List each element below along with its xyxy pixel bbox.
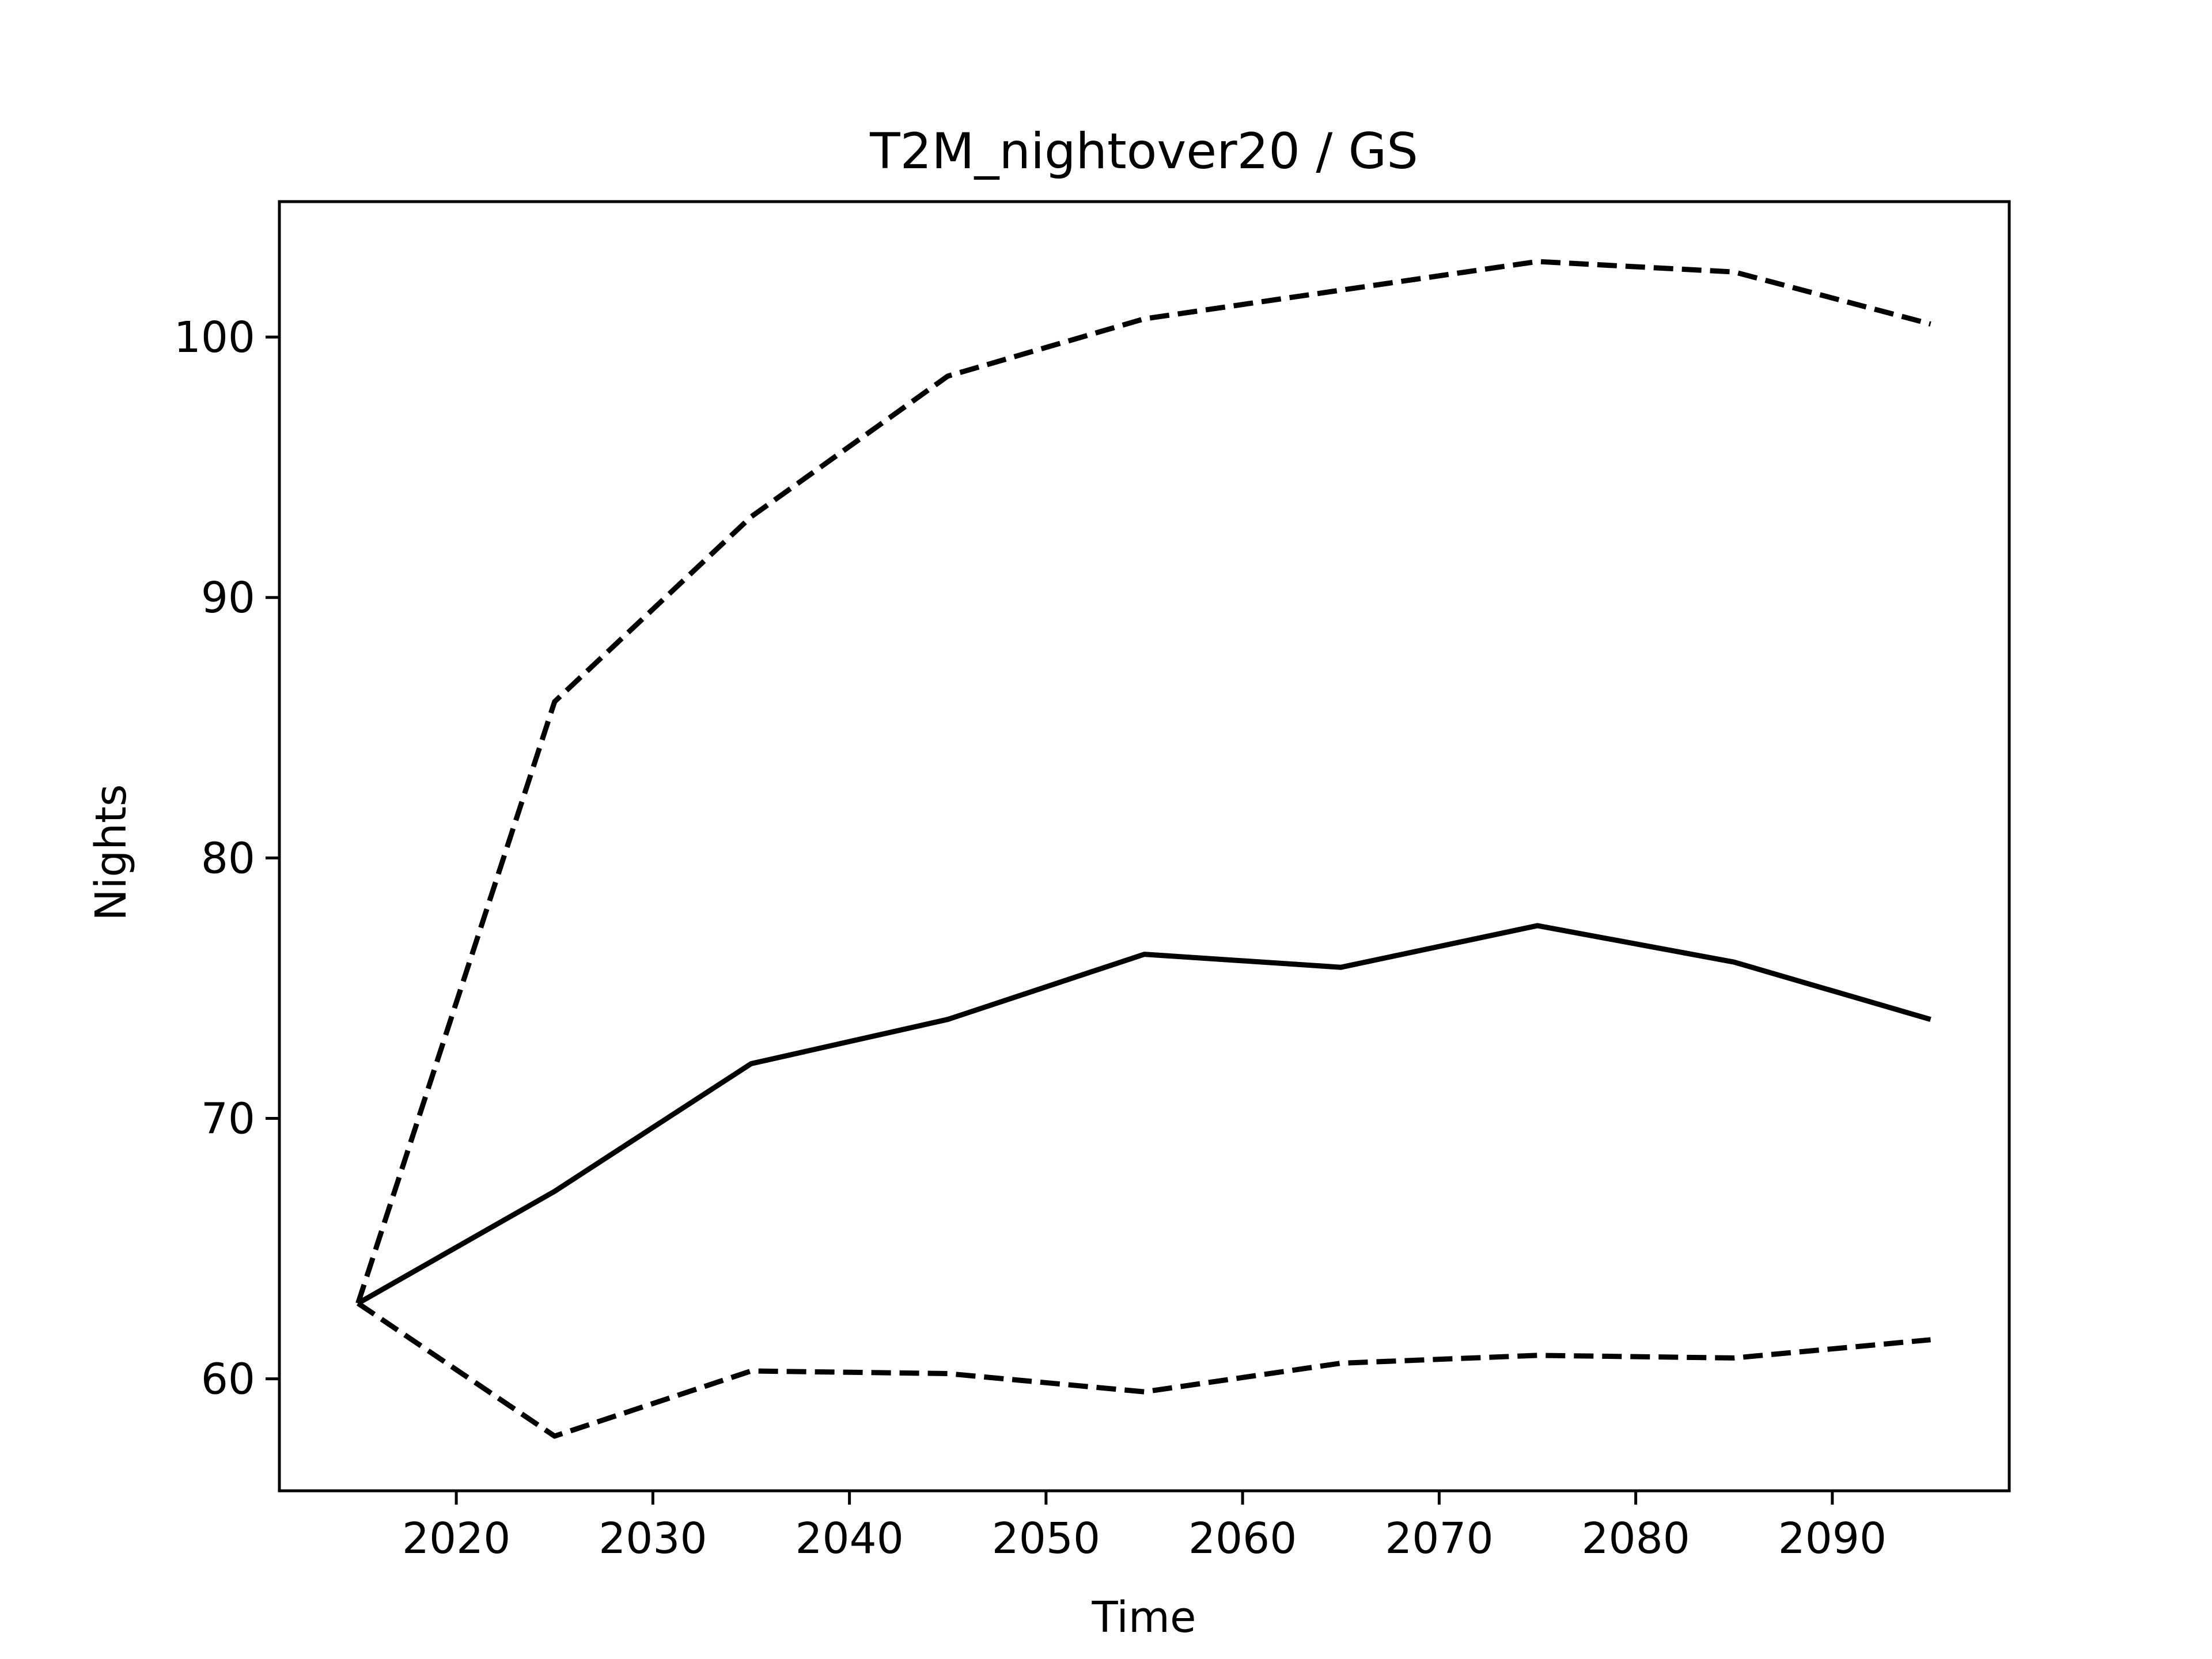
x-axis: 2020 2030 2040 2050 2060 2070 2080 2090 <box>402 1491 1887 1563</box>
x-tick-label: 2030 <box>599 1514 707 1563</box>
y-axis: 60 70 80 90 100 <box>174 313 279 1404</box>
y-tick-label: 90 <box>201 573 255 623</box>
x-tick-label: 2090 <box>1778 1514 1887 1563</box>
x-tick-label: 2020 <box>402 1514 510 1563</box>
plot-frame <box>278 200 2011 1493</box>
y-axis-label: Nights <box>86 784 136 921</box>
plot-area <box>355 259 1931 1439</box>
x-tick-label: 2040 <box>795 1514 903 1563</box>
x-tick-label: 2050 <box>992 1514 1100 1563</box>
y-tick-label: 60 <box>201 1355 255 1404</box>
series-line-3 <box>356 1301 1931 1439</box>
y-tick-label: 100 <box>174 313 255 362</box>
chart-title: T2M_nightover20 / GS <box>869 123 1418 180</box>
x-tick-label: 2080 <box>1581 1514 1690 1563</box>
y-tick-label: 70 <box>201 1094 255 1143</box>
x-tick-label: 2070 <box>1385 1514 1493 1563</box>
x-tick-label: 2060 <box>1188 1514 1297 1563</box>
x-axis-label: Time <box>1091 1593 1196 1642</box>
series-line-2 <box>357 923 1931 1306</box>
y-tick-label: 80 <box>201 834 255 883</box>
series-line-1 <box>355 259 1931 1304</box>
